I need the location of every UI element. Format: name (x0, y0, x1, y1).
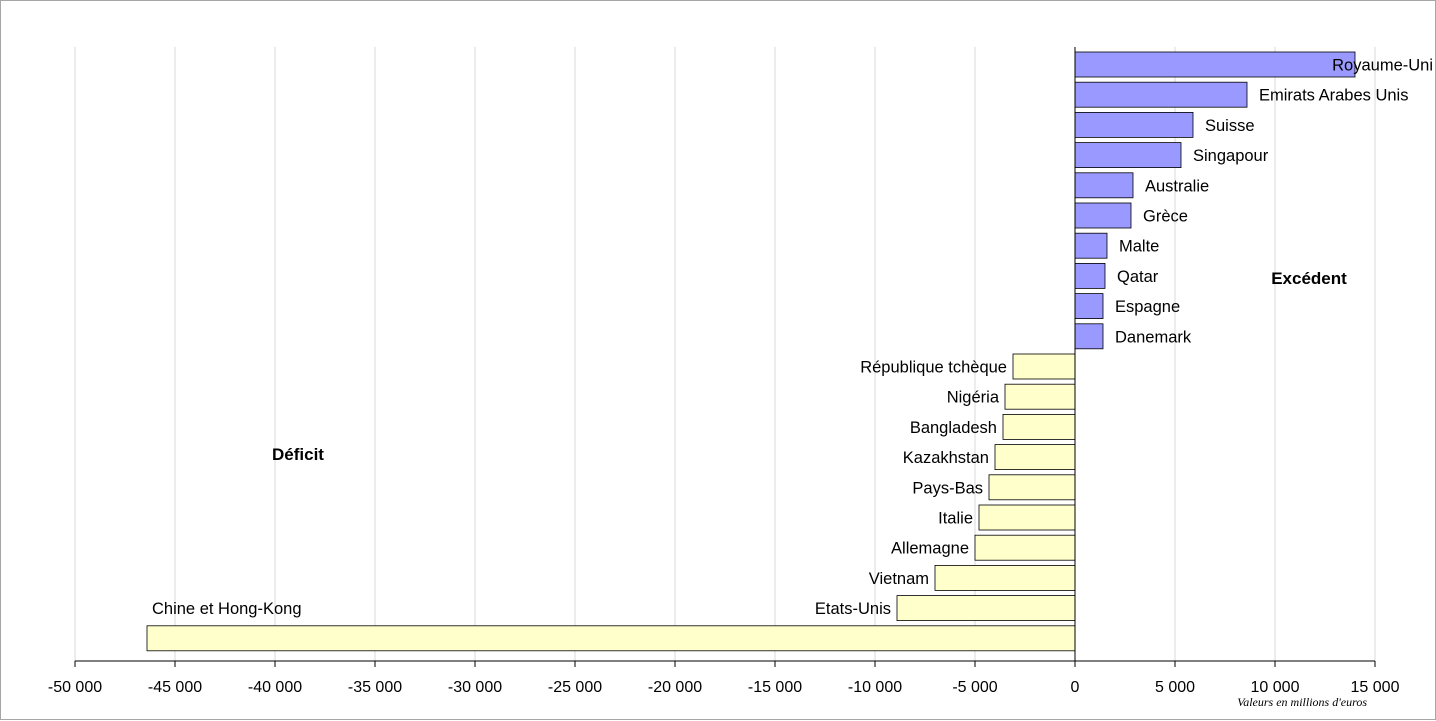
bar-label: Qatar (1117, 268, 1159, 286)
bar (1074, 323, 1104, 350)
bar-label: Grèce (1143, 208, 1188, 226)
bar (1074, 202, 1132, 229)
bar (1002, 413, 1076, 440)
bar (934, 565, 1076, 591)
gridlines (74, 47, 1376, 661)
bar (1074, 112, 1194, 138)
tick-labels: -50 000 -45 000 -40 000 -35 000 -30 000 -25 0… (48, 679, 1400, 696)
bar (1074, 172, 1134, 199)
bar (974, 534, 1076, 561)
x-tick-label: -15 000 (748, 679, 802, 696)
bar (146, 625, 1076, 652)
bar-label: Malte (1119, 238, 1159, 256)
bar-label: Emirats Arabes Unis (1259, 87, 1408, 105)
annotation-deficit: Déficit (272, 445, 324, 464)
bar-label: Chine et Hong-Kong (152, 600, 302, 618)
x-tick-label: -35 000 (348, 679, 402, 696)
bar-label: Royaume-Uni (1332, 57, 1433, 75)
x-tick-label: -25 000 (548, 679, 602, 696)
x-tick-label: -30 000 (448, 679, 502, 696)
bar-label: Kazakhstan (903, 449, 989, 467)
bar-label: Australie (1145, 177, 1209, 195)
x-tick-label: 10 000 (1251, 679, 1300, 696)
bar (978, 504, 1076, 531)
bar-label: Suisse (1205, 117, 1255, 135)
unit-note: Valeurs en millions d'euros (1237, 695, 1367, 709)
bar-label: Etats-Unis (815, 600, 891, 618)
x-tick-label: -50 000 (48, 679, 102, 696)
axes (74, 47, 1376, 667)
x-tick-label: -10 000 (848, 679, 902, 696)
bar-label: Bangladesh (910, 419, 997, 437)
bar-label: République tchèque (860, 359, 1007, 377)
bar-label: Allemagne (891, 540, 969, 558)
x-tick-label: 15 000 (1351, 679, 1400, 696)
x-tick-label: -20 000 (648, 679, 702, 696)
bar-label: Espagne (1115, 298, 1180, 316)
bar (994, 444, 1076, 471)
bar (988, 474, 1076, 501)
x-tick-label: -40 000 (248, 679, 302, 696)
x-tick-label: 5 000 (1155, 679, 1195, 696)
bar-label: Danemark (1115, 328, 1192, 346)
bar-label: Vietnam (869, 570, 929, 588)
bar (1074, 262, 1106, 289)
bar (1074, 51, 1356, 78)
bars (146, 51, 1356, 652)
bar (1074, 232, 1108, 259)
bar (1074, 81, 1248, 108)
bar-label: Nigéria (947, 389, 1000, 407)
annotation-surplus: Excédent (1271, 269, 1347, 288)
bar (896, 595, 1076, 621)
bar (1074, 142, 1182, 169)
bar (1004, 383, 1076, 410)
bar (1074, 293, 1104, 320)
bar (1012, 353, 1076, 380)
x-tick-label: 0 (1071, 679, 1080, 696)
x-tick-label: -5 000 (952, 679, 997, 696)
bar-label: Italie (938, 510, 973, 528)
x-tick-label: -45 000 (148, 679, 202, 696)
bar-label: Pays-Bas (912, 479, 983, 497)
bar-label: Singapour (1193, 147, 1269, 165)
